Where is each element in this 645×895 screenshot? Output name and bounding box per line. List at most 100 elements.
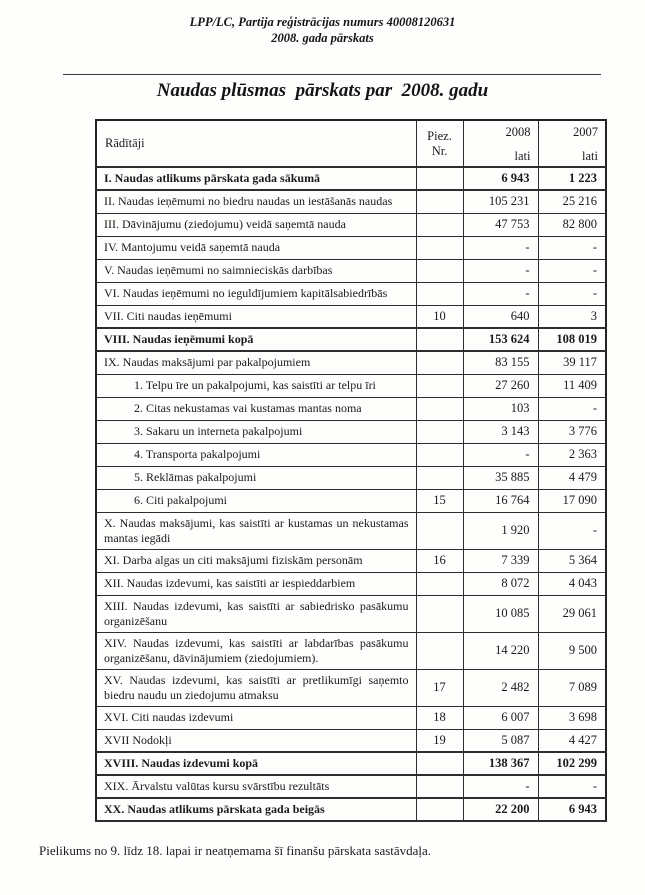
row-label: XIII. Naudas izdevumi, kas saistīti ar s… [95, 594, 417, 633]
year-2008-label: 2008 [505, 124, 531, 139]
table-row: XI. Darba algas un citi maksājumi fizisk… [95, 548, 607, 573]
row-value-2008: 2 482 [462, 668, 539, 707]
row-note-number [415, 281, 464, 306]
row-value-2008: 22 200 [462, 797, 539, 822]
table-row: 2. Citas nekustamas vai kustamas mantas … [95, 396, 607, 421]
row-value-2008: - [462, 235, 539, 260]
column-header-indicators: Rādītāji [95, 119, 417, 168]
row-label: V. Naudas ieņēmumi no saimnieciskās darb… [95, 258, 417, 283]
row-value-2007: 7 089 [537, 668, 607, 707]
row-value-2008: 3 143 [462, 419, 539, 444]
table-row: VII. Citi naudas ieņēmumi 10 640 3 [95, 304, 607, 329]
row-value-2008: - [462, 774, 539, 799]
table-row: 5. Reklāmas pakalpojumi 35 885 4 479 [95, 465, 607, 490]
table-row: XIII. Naudas izdevumi, kas saistīti ar s… [95, 594, 607, 633]
row-label: X. Naudas maksājumi, kas saistīti ar kus… [95, 511, 417, 550]
document-header: LPP/LC, Partija reģistrācijas numurs 400… [0, 14, 645, 46]
row-label: XIV. Naudas izdevumi, kas saistīti ar la… [95, 631, 417, 670]
row-label: VII. Citi naudas ieņēmumi [95, 304, 417, 329]
unit-lati-2008: lati [514, 148, 531, 163]
row-value-2008: 105 231 [462, 189, 539, 214]
row-value-2008: 138 367 [462, 751, 539, 776]
row-note-number [415, 594, 464, 633]
party-registration-line: LPP/LC, Partija reģistrācijas numurs 400… [189, 15, 456, 29]
row-value-2007: 102 299 [537, 751, 607, 776]
row-value-2007: 3 698 [537, 705, 607, 730]
row-value-2007: 25 216 [537, 189, 607, 214]
row-value-2008: 6 007 [462, 705, 539, 730]
column-header-2008: 2008 lati [462, 119, 539, 168]
row-label: 3. Sakaru un interneta pakalpojumi [95, 419, 417, 444]
row-label: 5. Reklāmas pakalpojumi [95, 465, 417, 490]
row-value-2007: - [537, 774, 607, 799]
row-value-2007: 9 500 [537, 631, 607, 670]
table-row: XVIII. Naudas izdevumi kopā 138 367 102 … [95, 751, 607, 776]
row-note-number: 17 [415, 668, 464, 707]
footer-note: Pielikums no 9. līdz 18. lapai ir neatņe… [39, 843, 432, 858]
table-row: 3. Sakaru un interneta pakalpojumi 3 143… [95, 419, 607, 444]
row-label: XI. Darba algas un citi maksājumi fizisk… [95, 548, 417, 573]
row-value-2008: - [462, 281, 539, 306]
row-value-2008: 103 [462, 396, 539, 421]
row-value-2007: 11 409 [537, 373, 607, 398]
year-2007-label: 2007 [573, 124, 598, 139]
row-note-number [415, 631, 464, 670]
row-value-2007: 39 117 [537, 350, 607, 375]
report-year-line: 2008. gada pārskats [271, 31, 374, 45]
row-label: III. Dāvinājumu (ziedojumu) veidā saņemt… [95, 212, 417, 237]
row-label: XII. Naudas izdevumi, kas saistīti ar ie… [95, 571, 417, 596]
table-row: 4. Transporta pakalpojumi - 2 363 [95, 442, 607, 467]
note-header-line1: Piez. [427, 128, 452, 143]
row-note-number: 10 [415, 304, 464, 329]
row-value-2008: 640 [462, 304, 539, 329]
table-row: 1. Telpu īre un pakalpojumi, kas saistīt… [95, 373, 607, 398]
table-row: VIII. Naudas ieņēmumi kopā 153 624 108 0… [95, 327, 607, 352]
row-label: VIII. Naudas ieņēmumi kopā [95, 327, 417, 352]
row-value-2008: 27 260 [462, 373, 539, 398]
table-row: XX. Naudas atlikums pārskata gada beigās… [95, 797, 607, 822]
row-label: IX. Naudas maksājumi par pakalpojumiem [95, 350, 417, 375]
row-note-number [415, 419, 464, 444]
row-label: XIX. Ārvalstu valūtas kursu svārstību re… [95, 774, 417, 799]
row-note-number [415, 166, 464, 191]
row-note-number [415, 511, 464, 550]
row-value-2008: 153 624 [462, 327, 539, 352]
row-value-2008: - [462, 258, 539, 283]
row-note-number [415, 212, 464, 237]
row-label: 6. Citi pakalpojumi [95, 488, 417, 513]
row-value-2008: 7 339 [462, 548, 539, 573]
row-value-2008: 16 764 [462, 488, 539, 513]
table-row: XIX. Ārvalstu valūtas kursu svārstību re… [95, 774, 607, 799]
row-label: XVII Nodokļi [95, 728, 417, 753]
row-value-2007: 3 [537, 304, 607, 329]
table-row: XV. Naudas izdevumi, kas saistīti ar pre… [95, 668, 607, 707]
row-note-number: 19 [415, 728, 464, 753]
row-value-2007: 2 363 [537, 442, 607, 467]
row-value-2007: 4 427 [537, 728, 607, 753]
row-value-2008: 47 753 [462, 212, 539, 237]
row-label: 1. Telpu īre un pakalpojumi, kas saistīt… [95, 373, 417, 398]
table-row: XVI. Citi naudas izdevumi 18 6 007 3 698 [95, 705, 607, 730]
table-row: VI. Naudas ieņēmumi no ieguldījumiem kap… [95, 281, 607, 306]
row-label: II. Naudas ieņēmumi no biedru naudas un … [95, 189, 417, 214]
table-row: IX. Naudas maksājumi par pakalpojumiem 8… [95, 350, 607, 375]
table-row: V. Naudas ieņēmumi no saimnieciskās darb… [95, 258, 607, 283]
row-note-number: 16 [415, 548, 464, 573]
row-value-2008: 1 920 [462, 511, 539, 550]
row-note-number [415, 396, 464, 421]
row-value-2007: 5 364 [537, 548, 607, 573]
horizontal-rule [63, 74, 601, 75]
row-value-2007: 108 019 [537, 327, 607, 352]
row-note-number [415, 571, 464, 596]
row-label: XV. Naudas izdevumi, kas saistīti ar pre… [95, 668, 417, 707]
row-note-number [415, 189, 464, 214]
row-value-2007: - [537, 396, 607, 421]
row-label: XVIII. Naudas izdevumi kopā [95, 751, 417, 776]
table-row: X. Naudas maksājumi, kas saistīti ar kus… [95, 511, 607, 550]
table-header-row: Rādītāji Piez. Nr. 2008 lati 2007 lati [95, 119, 607, 168]
row-value-2008: 8 072 [462, 571, 539, 596]
page-title: Naudas plūsmas pārskats par 2008. gadu [156, 80, 489, 101]
row-note-number [415, 258, 464, 283]
row-value-2007: 4 479 [537, 465, 607, 490]
row-note-number [415, 751, 464, 776]
